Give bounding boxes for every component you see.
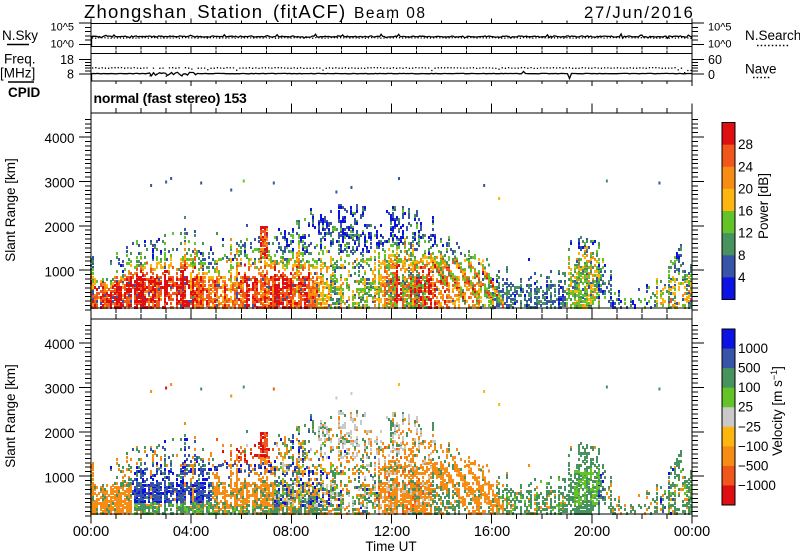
svg-text:8: 8 <box>67 68 74 82</box>
svg-text:18: 18 <box>60 53 74 67</box>
svg-text:04:00: 04:00 <box>173 524 209 540</box>
svg-text:4000: 4000 <box>44 131 74 146</box>
svg-text:Freq.: Freq. <box>4 52 36 67</box>
svg-text:20: 20 <box>738 181 753 196</box>
svg-text:100: 100 <box>738 380 761 395</box>
svg-text:Time UT: Time UT <box>365 539 416 554</box>
svg-text:8: 8 <box>738 248 746 263</box>
svg-text:28: 28 <box>738 137 753 152</box>
svg-text:Power [dB]: Power [dB] <box>756 173 771 239</box>
svg-text:4: 4 <box>738 270 746 285</box>
svg-text:25: 25 <box>738 400 753 415</box>
svg-text:12: 12 <box>738 226 753 241</box>
svg-text:Zhongshan Station (fitACF): Zhongshan Station (fitACF) <box>84 1 346 22</box>
svg-text:12:00: 12:00 <box>374 524 410 540</box>
svg-text:Beam 08: Beam 08 <box>354 5 427 22</box>
svg-text:0: 0 <box>708 68 715 82</box>
svg-text:Nave: Nave <box>745 62 777 77</box>
svg-text:16: 16 <box>738 204 753 219</box>
svg-text:60: 60 <box>708 53 722 67</box>
svg-text:N.Search: N.Search <box>745 28 800 43</box>
svg-text:2000: 2000 <box>44 220 74 235</box>
svg-text:16:00: 16:00 <box>474 524 510 540</box>
svg-text:10^0: 10^0 <box>50 39 74 51</box>
svg-text:2000: 2000 <box>44 426 74 441</box>
svg-text:−1000: −1000 <box>738 478 776 493</box>
svg-text:10^5: 10^5 <box>708 22 732 34</box>
svg-text:Slant Range [km]: Slant Range [km] <box>3 364 18 468</box>
svg-text:−25: −25 <box>738 419 761 434</box>
svg-text:20:00: 20:00 <box>574 524 610 540</box>
svg-text:1000: 1000 <box>44 471 74 486</box>
svg-text:3000: 3000 <box>44 382 74 397</box>
svg-text:00:00: 00:00 <box>73 524 109 540</box>
svg-text:1000: 1000 <box>44 265 74 280</box>
svg-text:Slant Range [km]: Slant Range [km] <box>3 158 18 262</box>
svg-text:3000: 3000 <box>44 176 74 191</box>
svg-text:10^0: 10^0 <box>708 39 732 51</box>
svg-text:10^5: 10^5 <box>50 22 74 34</box>
svg-text:normal (fast stereo) 153: normal (fast stereo) 153 <box>94 90 248 106</box>
svg-text:CPID: CPID <box>8 85 41 100</box>
svg-text:08:00: 08:00 <box>273 524 309 540</box>
svg-text:24: 24 <box>738 159 754 174</box>
svg-text:1000: 1000 <box>738 341 768 356</box>
svg-text:−500: −500 <box>738 458 768 473</box>
svg-text:N.Sky: N.Sky <box>2 28 38 43</box>
svg-text:4000: 4000 <box>44 337 74 352</box>
svg-text:−100: −100 <box>738 439 768 454</box>
svg-text:27/Jun/2016: 27/Jun/2016 <box>584 4 695 22</box>
svg-text:00:00: 00:00 <box>674 524 710 540</box>
svg-text:Velocity [m s−1]: Velocity [m s−1] <box>769 366 785 456</box>
svg-text:500: 500 <box>738 361 761 376</box>
svg-text:[MHz]: [MHz] <box>0 66 35 81</box>
